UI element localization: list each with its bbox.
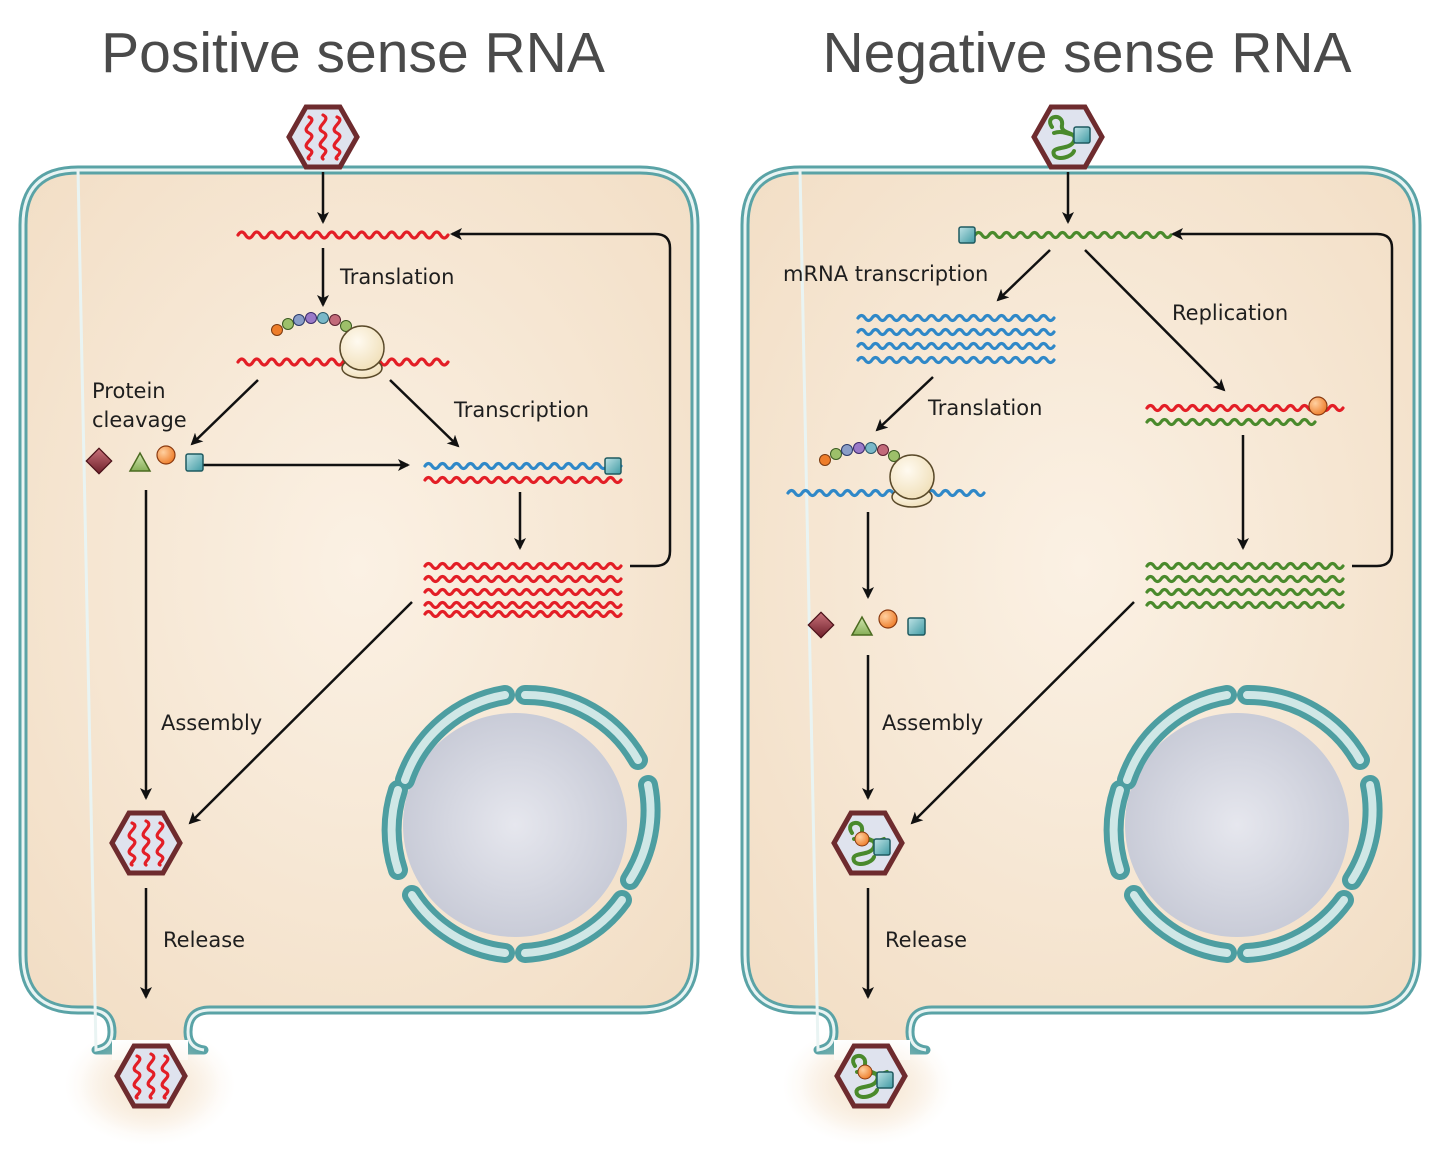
label-assembly: Assembly — [161, 711, 262, 735]
positive-product-strand — [423, 475, 623, 485]
mrna-stack — [856, 313, 1056, 365]
translation-complex — [236, 312, 450, 379]
label-transcription: Transcription — [453, 398, 589, 422]
negative-template-strand — [423, 461, 623, 471]
negative-sense-panel: mRNA transcription Replication Translati… — [740, 107, 1422, 1145]
genome-to-assembly-arrow — [910, 601, 1135, 825]
nucleus — [381, 684, 661, 963]
assembled-virion — [834, 813, 902, 873]
positive-sense-panel: Translation Protein cleavage Transcripti… — [18, 107, 700, 1145]
translation-complex — [786, 442, 986, 508]
transcription-arrow — [389, 379, 460, 448]
label-translation: Translation — [927, 396, 1042, 420]
negative-genome-strand — [958, 226, 1173, 244]
replication-intermediate — [423, 457, 623, 485]
nucleus — [1103, 684, 1383, 963]
recycle-arrow — [1171, 228, 1394, 568]
cleavage-arrow — [190, 379, 259, 446]
mrna-transcription-arrow — [996, 249, 1051, 302]
assembled-virion — [112, 813, 180, 873]
new-negative-genomes — [1145, 561, 1345, 610]
replication-arrow — [1084, 249, 1226, 392]
label-cleavage: cleavage — [92, 408, 187, 432]
label-release: Release — [163, 928, 245, 952]
label-release: Release — [885, 928, 967, 952]
translated-strand — [236, 357, 450, 367]
label-protein: Protein — [92, 379, 166, 403]
negative-sense-title: Negative sense RNA — [822, 21, 1351, 85]
label-replication: Replication — [1172, 301, 1288, 325]
entering-virion — [1034, 107, 1102, 167]
label-translation: Translation — [339, 265, 454, 289]
released-virion — [117, 1046, 185, 1106]
antigenome-intermediate — [1145, 396, 1345, 427]
label-mrna-transcription: mRNA transcription — [783, 262, 988, 286]
recycle-arrow — [450, 228, 672, 568]
label-assembly: Assembly — [882, 711, 983, 735]
new-positive-genomes — [423, 561, 623, 619]
released-virion — [837, 1046, 905, 1106]
positive-sense-title: Positive sense RNA — [101, 21, 605, 85]
entering-virion — [289, 107, 357, 167]
genome-to-assembly-arrow — [188, 601, 413, 825]
positive-genome-strand — [236, 230, 450, 240]
translation-arrow — [875, 376, 934, 432]
